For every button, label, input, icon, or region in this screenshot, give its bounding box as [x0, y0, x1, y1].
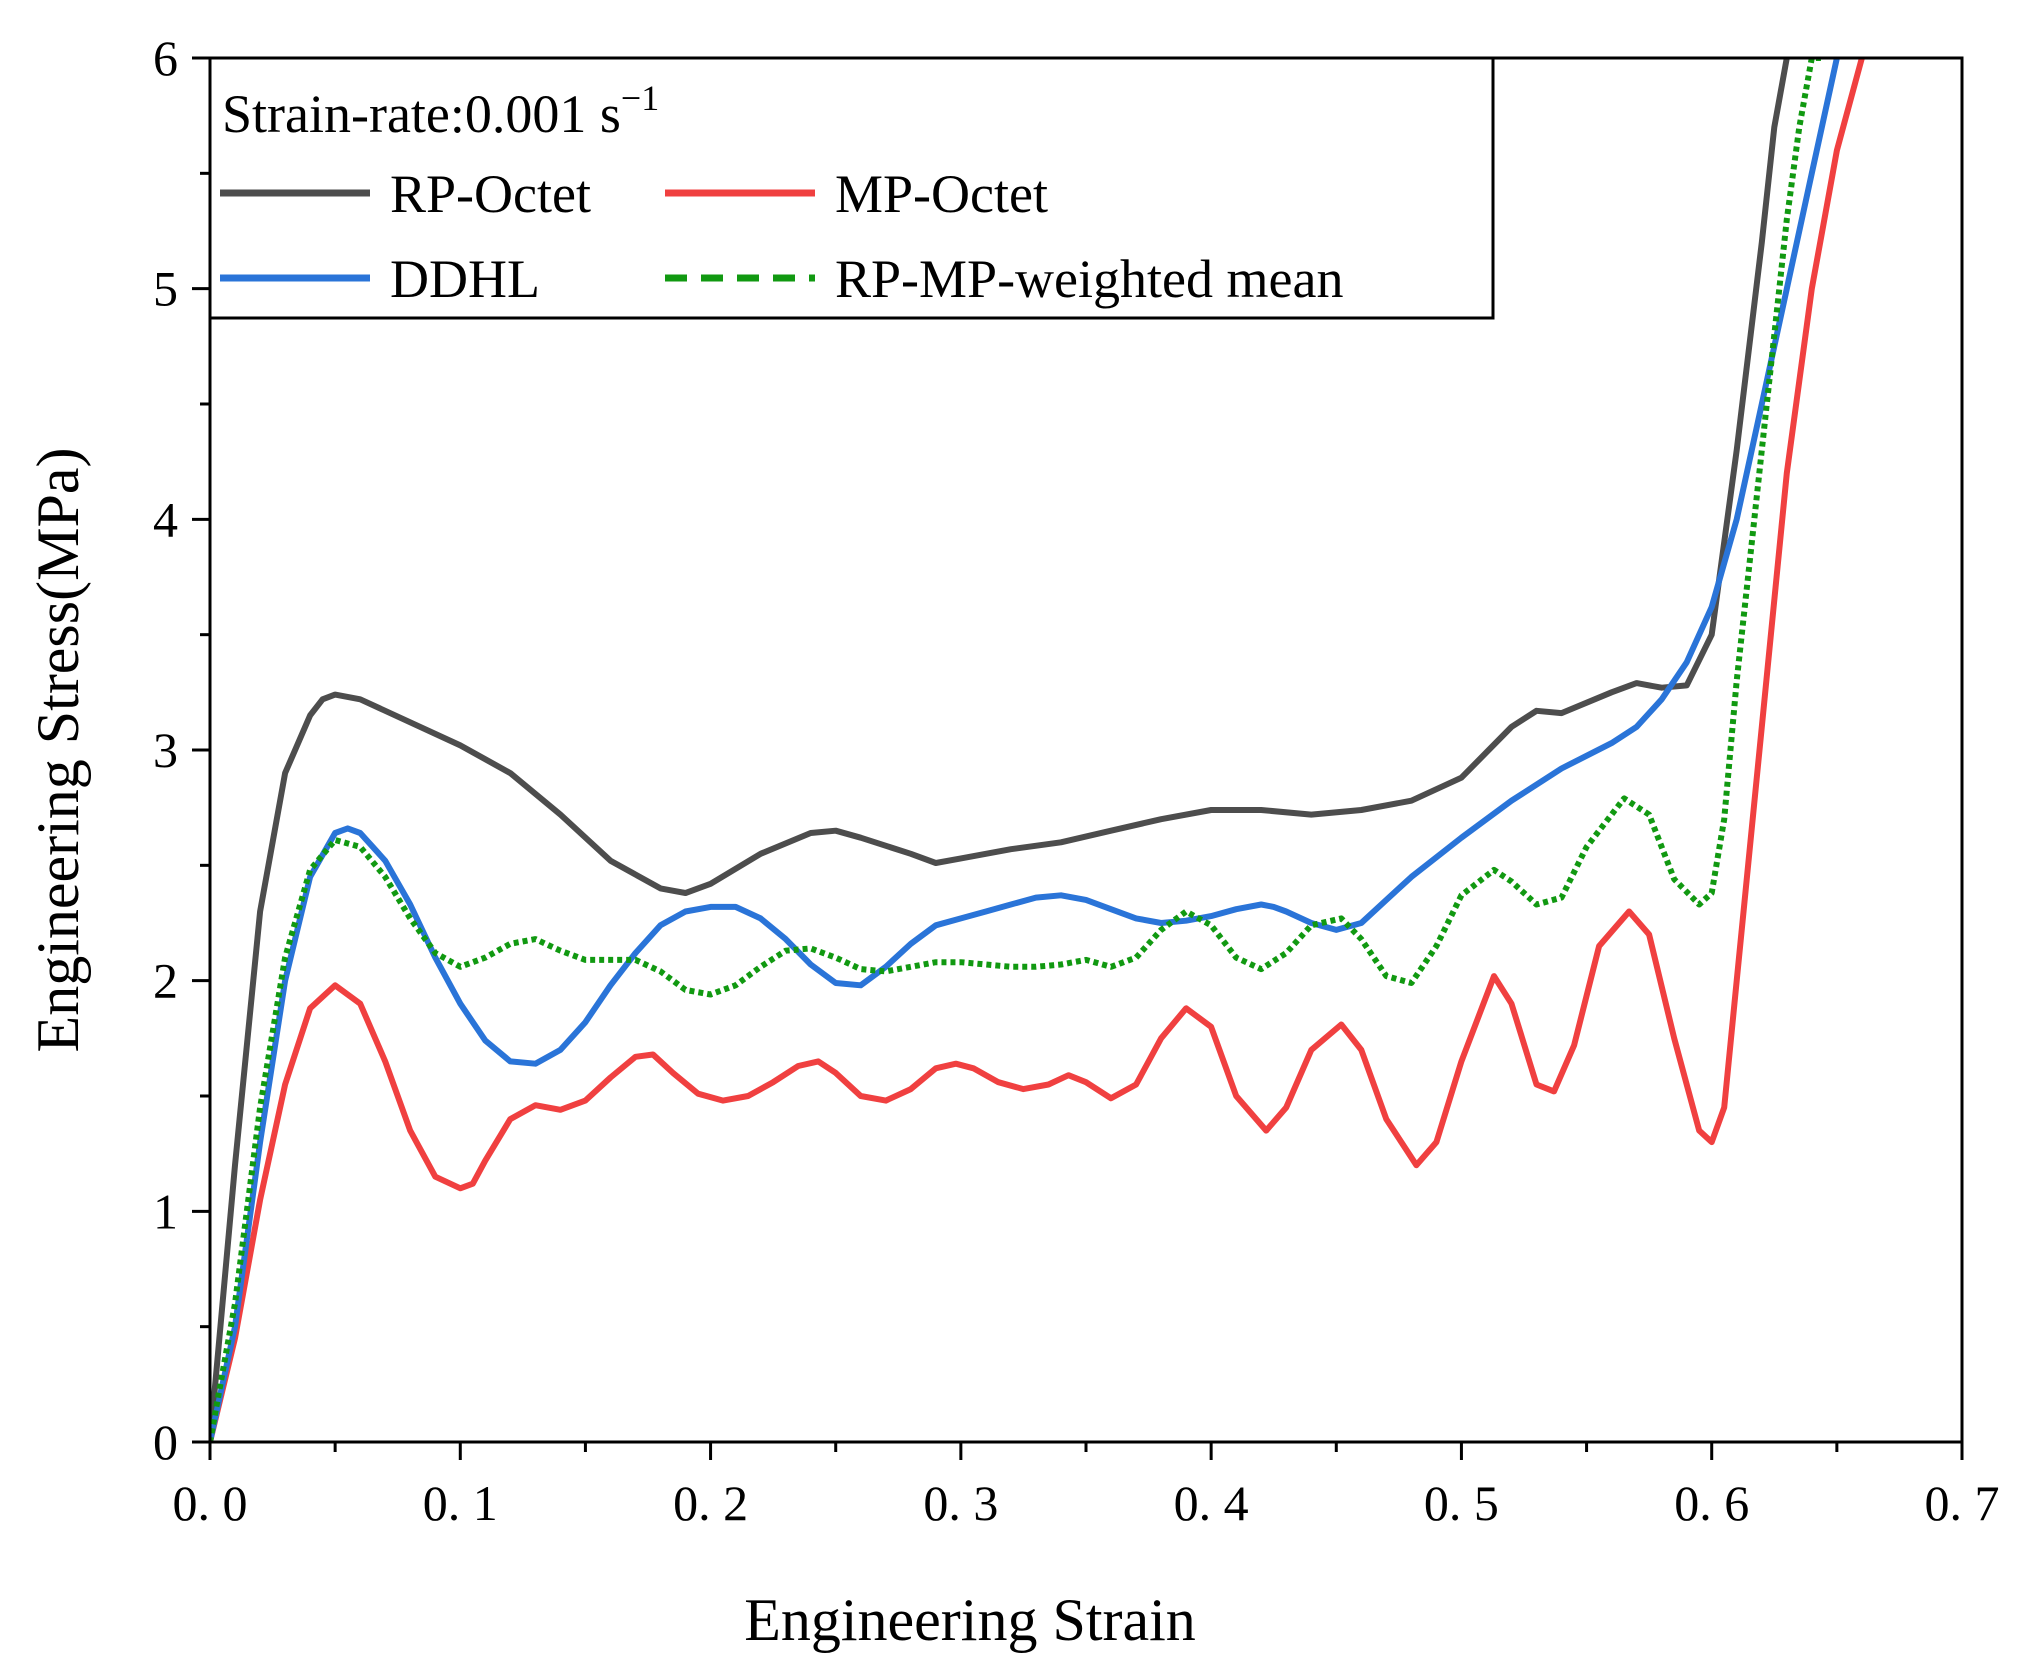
- x-tick-label: 0. 0: [173, 1475, 248, 1531]
- y-axis-title: Engineering Stress(MPa): [25, 448, 91, 1053]
- legend: Strain-rate:0.001 s−1 RP-Octet MP-Octet DD…: [208, 56, 1495, 320]
- x-tick-label: 0. 3: [923, 1475, 998, 1531]
- legend-box: [208, 56, 1495, 320]
- series-line-4: [210, 58, 1825, 1442]
- x-tick-label: 0. 4: [1174, 1475, 1249, 1531]
- legend-label-4: RP-MP-weighted mean: [835, 249, 1343, 309]
- x-tick-label: 0. 6: [1674, 1475, 1749, 1531]
- x-tick-label: 0. 5: [1424, 1475, 1499, 1531]
- legend-title: Strain-rate:0.001 s−1: [222, 78, 659, 144]
- series-line-3: [210, 58, 1840, 1442]
- y-tick-label: 5: [153, 261, 178, 317]
- legend-title-text: Strain-rate:0.001 s: [222, 84, 621, 144]
- y-tick-label: 2: [153, 953, 178, 1009]
- legend-title-superscript: −1: [621, 78, 659, 118]
- y-tick-label: 6: [153, 30, 178, 86]
- series-layer: [210, 58, 1865, 1442]
- x-tick-label: 0. 1: [423, 1475, 498, 1531]
- legend-label-1: RP-Octet: [390, 164, 591, 224]
- y-tick-label: 1: [153, 1183, 178, 1239]
- series-line-2: [210, 58, 1865, 1442]
- legend-label-3: DDHL: [390, 249, 540, 309]
- y-tick-label: 4: [153, 491, 178, 547]
- y-tick-label: 0: [153, 1414, 178, 1470]
- legend-label-2: MP-Octet: [835, 164, 1048, 224]
- x-tick-label: 0. 2: [673, 1475, 748, 1531]
- series-line-1: [210, 58, 1790, 1442]
- x-axis-title: Engineering Strain: [744, 1587, 1196, 1653]
- legend-entries: RP-Octet MP-Octet DDHL RP-MP-weighted mean: [220, 164, 1343, 309]
- y-tick-label: 3: [153, 722, 178, 778]
- x-tick-label: 0. 7: [1925, 1475, 2000, 1531]
